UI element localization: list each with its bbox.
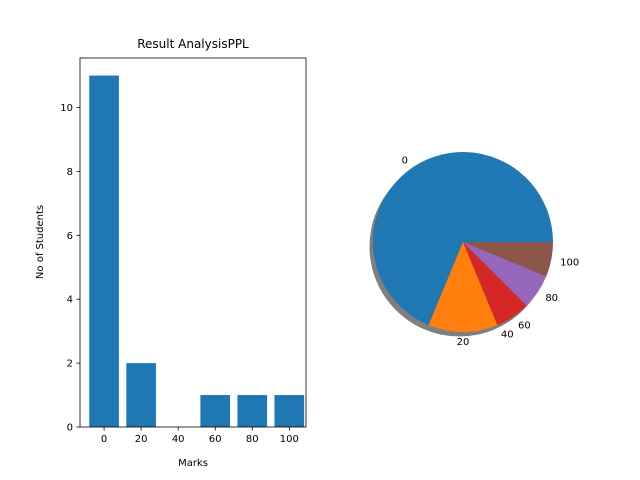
x-tick-label: 80 [246, 434, 259, 445]
pie-label-20: 20 [457, 337, 470, 348]
x-tick-label: 100 [280, 434, 299, 445]
y-tick-label: 0 [67, 423, 73, 434]
y-tick-label: 4 [67, 295, 73, 306]
y-tick-label: 2 [67, 359, 73, 370]
bar-0 [89, 75, 119, 428]
bar-plot-area: 0 20 40 60 80 100 0 2 4 6 8 10 [60, 75, 305, 445]
pie-label-80: 80 [545, 293, 558, 304]
pie-label-0: 0 [402, 156, 408, 167]
bar-100 [274, 395, 305, 427]
bar-plot-frame [79, 57, 307, 428]
bar-chart-title: Result AnalysisPPL [137, 37, 249, 51]
x-axis-label: Marks [178, 458, 208, 469]
pie-slice-80 [463, 242, 547, 306]
pie-slice-100 [463, 242, 553, 277]
y-tick-label: 10 [60, 103, 73, 114]
bar-60 [200, 395, 231, 427]
x-tick-label: 40 [172, 434, 185, 445]
pie-label-100: 100 [560, 257, 579, 268]
pie-label-40: 40 [501, 329, 514, 340]
y-tick-label: 8 [67, 167, 73, 178]
pie-label-60: 60 [518, 320, 531, 331]
pie-chart: 0 20 40 60 80 100 [369, 152, 579, 348]
x-tick-label: 20 [135, 434, 148, 445]
x-tick-label: 60 [209, 434, 222, 445]
pie-slice-60 [463, 242, 527, 326]
pie-slice-20 [428, 242, 498, 332]
y-axis-label: No of Students [35, 205, 46, 279]
bar-80 [237, 395, 268, 427]
x-tick-label: 0 [101, 434, 107, 445]
y-tick-label: 6 [67, 231, 73, 242]
pie-slice-0 [373, 152, 553, 326]
bar-20 [126, 363, 156, 427]
bar-chart: Result AnalysisPPL 0 20 40 60 80 100 0 2 4 6 8 10 M… [35, 37, 307, 469]
